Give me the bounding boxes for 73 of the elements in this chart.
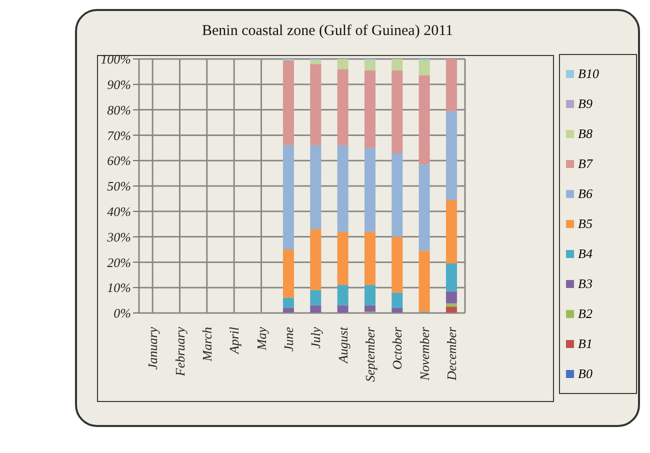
x-tick-label: April bbox=[226, 326, 242, 355]
y-tick-label: 80% bbox=[107, 102, 132, 118]
x-tick-label: July bbox=[308, 326, 324, 349]
y-tick-label: 20% bbox=[107, 254, 132, 270]
bar bbox=[310, 145, 322, 230]
bar bbox=[364, 70, 376, 148]
legend-label: B9 bbox=[578, 96, 592, 112]
y-tick-label: 70% bbox=[107, 128, 132, 143]
bar bbox=[446, 306, 457, 313]
bar bbox=[446, 111, 457, 200]
x-tick-label: February bbox=[172, 326, 188, 378]
bar bbox=[446, 291, 457, 304]
y-tick-label: 30% bbox=[106, 229, 132, 244]
y-tick-label: 100% bbox=[100, 52, 132, 67]
bar bbox=[392, 70, 403, 153]
legend-label: B6 bbox=[578, 186, 592, 202]
bar bbox=[364, 285, 376, 306]
legend-label: B10 bbox=[578, 66, 599, 82]
legend-label: B5 bbox=[578, 216, 592, 232]
bar bbox=[282, 298, 294, 308]
x-tick-label: November bbox=[416, 326, 432, 382]
bar bbox=[446, 200, 457, 264]
bar bbox=[337, 69, 348, 146]
x-tick-label: May bbox=[254, 326, 269, 352]
y-tick-label: 0% bbox=[114, 306, 132, 321]
bar bbox=[418, 164, 430, 251]
legend-label: B1 bbox=[578, 336, 592, 352]
bar bbox=[392, 59, 403, 70]
y-tick-label: 50% bbox=[107, 178, 132, 194]
y-tick-label: 40% bbox=[107, 204, 132, 220]
bar bbox=[282, 250, 294, 298]
bar bbox=[446, 263, 457, 292]
y-tick-label: 10% bbox=[107, 280, 132, 296]
legend-label: B4 bbox=[578, 246, 592, 262]
bar bbox=[446, 59, 457, 112]
legend-label: B8 bbox=[578, 126, 592, 142]
bar bbox=[418, 76, 430, 164]
bar bbox=[364, 232, 376, 286]
x-tick-label: August bbox=[335, 326, 350, 364]
bar bbox=[392, 152, 403, 237]
bar bbox=[392, 236, 403, 293]
bar bbox=[418, 60, 430, 76]
legend-label: B3 bbox=[578, 276, 592, 292]
bar bbox=[337, 232, 348, 286]
x-tick-label: June bbox=[280, 326, 296, 352]
bar bbox=[364, 148, 376, 232]
x-tick-label: December bbox=[444, 326, 459, 382]
bar bbox=[337, 285, 348, 306]
bar bbox=[364, 60, 376, 70]
bar bbox=[337, 145, 348, 232]
y-tick-label: 60% bbox=[107, 153, 132, 168]
bar bbox=[282, 145, 294, 250]
bar bbox=[310, 290, 322, 306]
bar bbox=[392, 292, 403, 308]
x-tick-label: March bbox=[199, 327, 214, 362]
bar bbox=[310, 60, 322, 64]
bar bbox=[310, 305, 322, 313]
bar bbox=[282, 60, 294, 146]
x-tick-label: October bbox=[390, 326, 405, 370]
x-tick-label: September bbox=[362, 326, 378, 382]
bar bbox=[310, 64, 322, 146]
x-tick-label: January bbox=[145, 326, 160, 370]
bar bbox=[364, 305, 376, 312]
chart-title: Benin coastal zone (Gulf of Guinea) 2011 bbox=[200, 23, 454, 40]
bar bbox=[310, 229, 322, 290]
bar bbox=[418, 250, 430, 312]
legend-label: B7 bbox=[578, 156, 592, 172]
legend-label: B2 bbox=[578, 306, 592, 322]
y-tick-label: 90% bbox=[107, 77, 132, 92]
bar bbox=[446, 303, 457, 307]
bar bbox=[337, 305, 348, 313]
bar bbox=[337, 59, 348, 70]
legend-label: B0 bbox=[578, 366, 592, 382]
